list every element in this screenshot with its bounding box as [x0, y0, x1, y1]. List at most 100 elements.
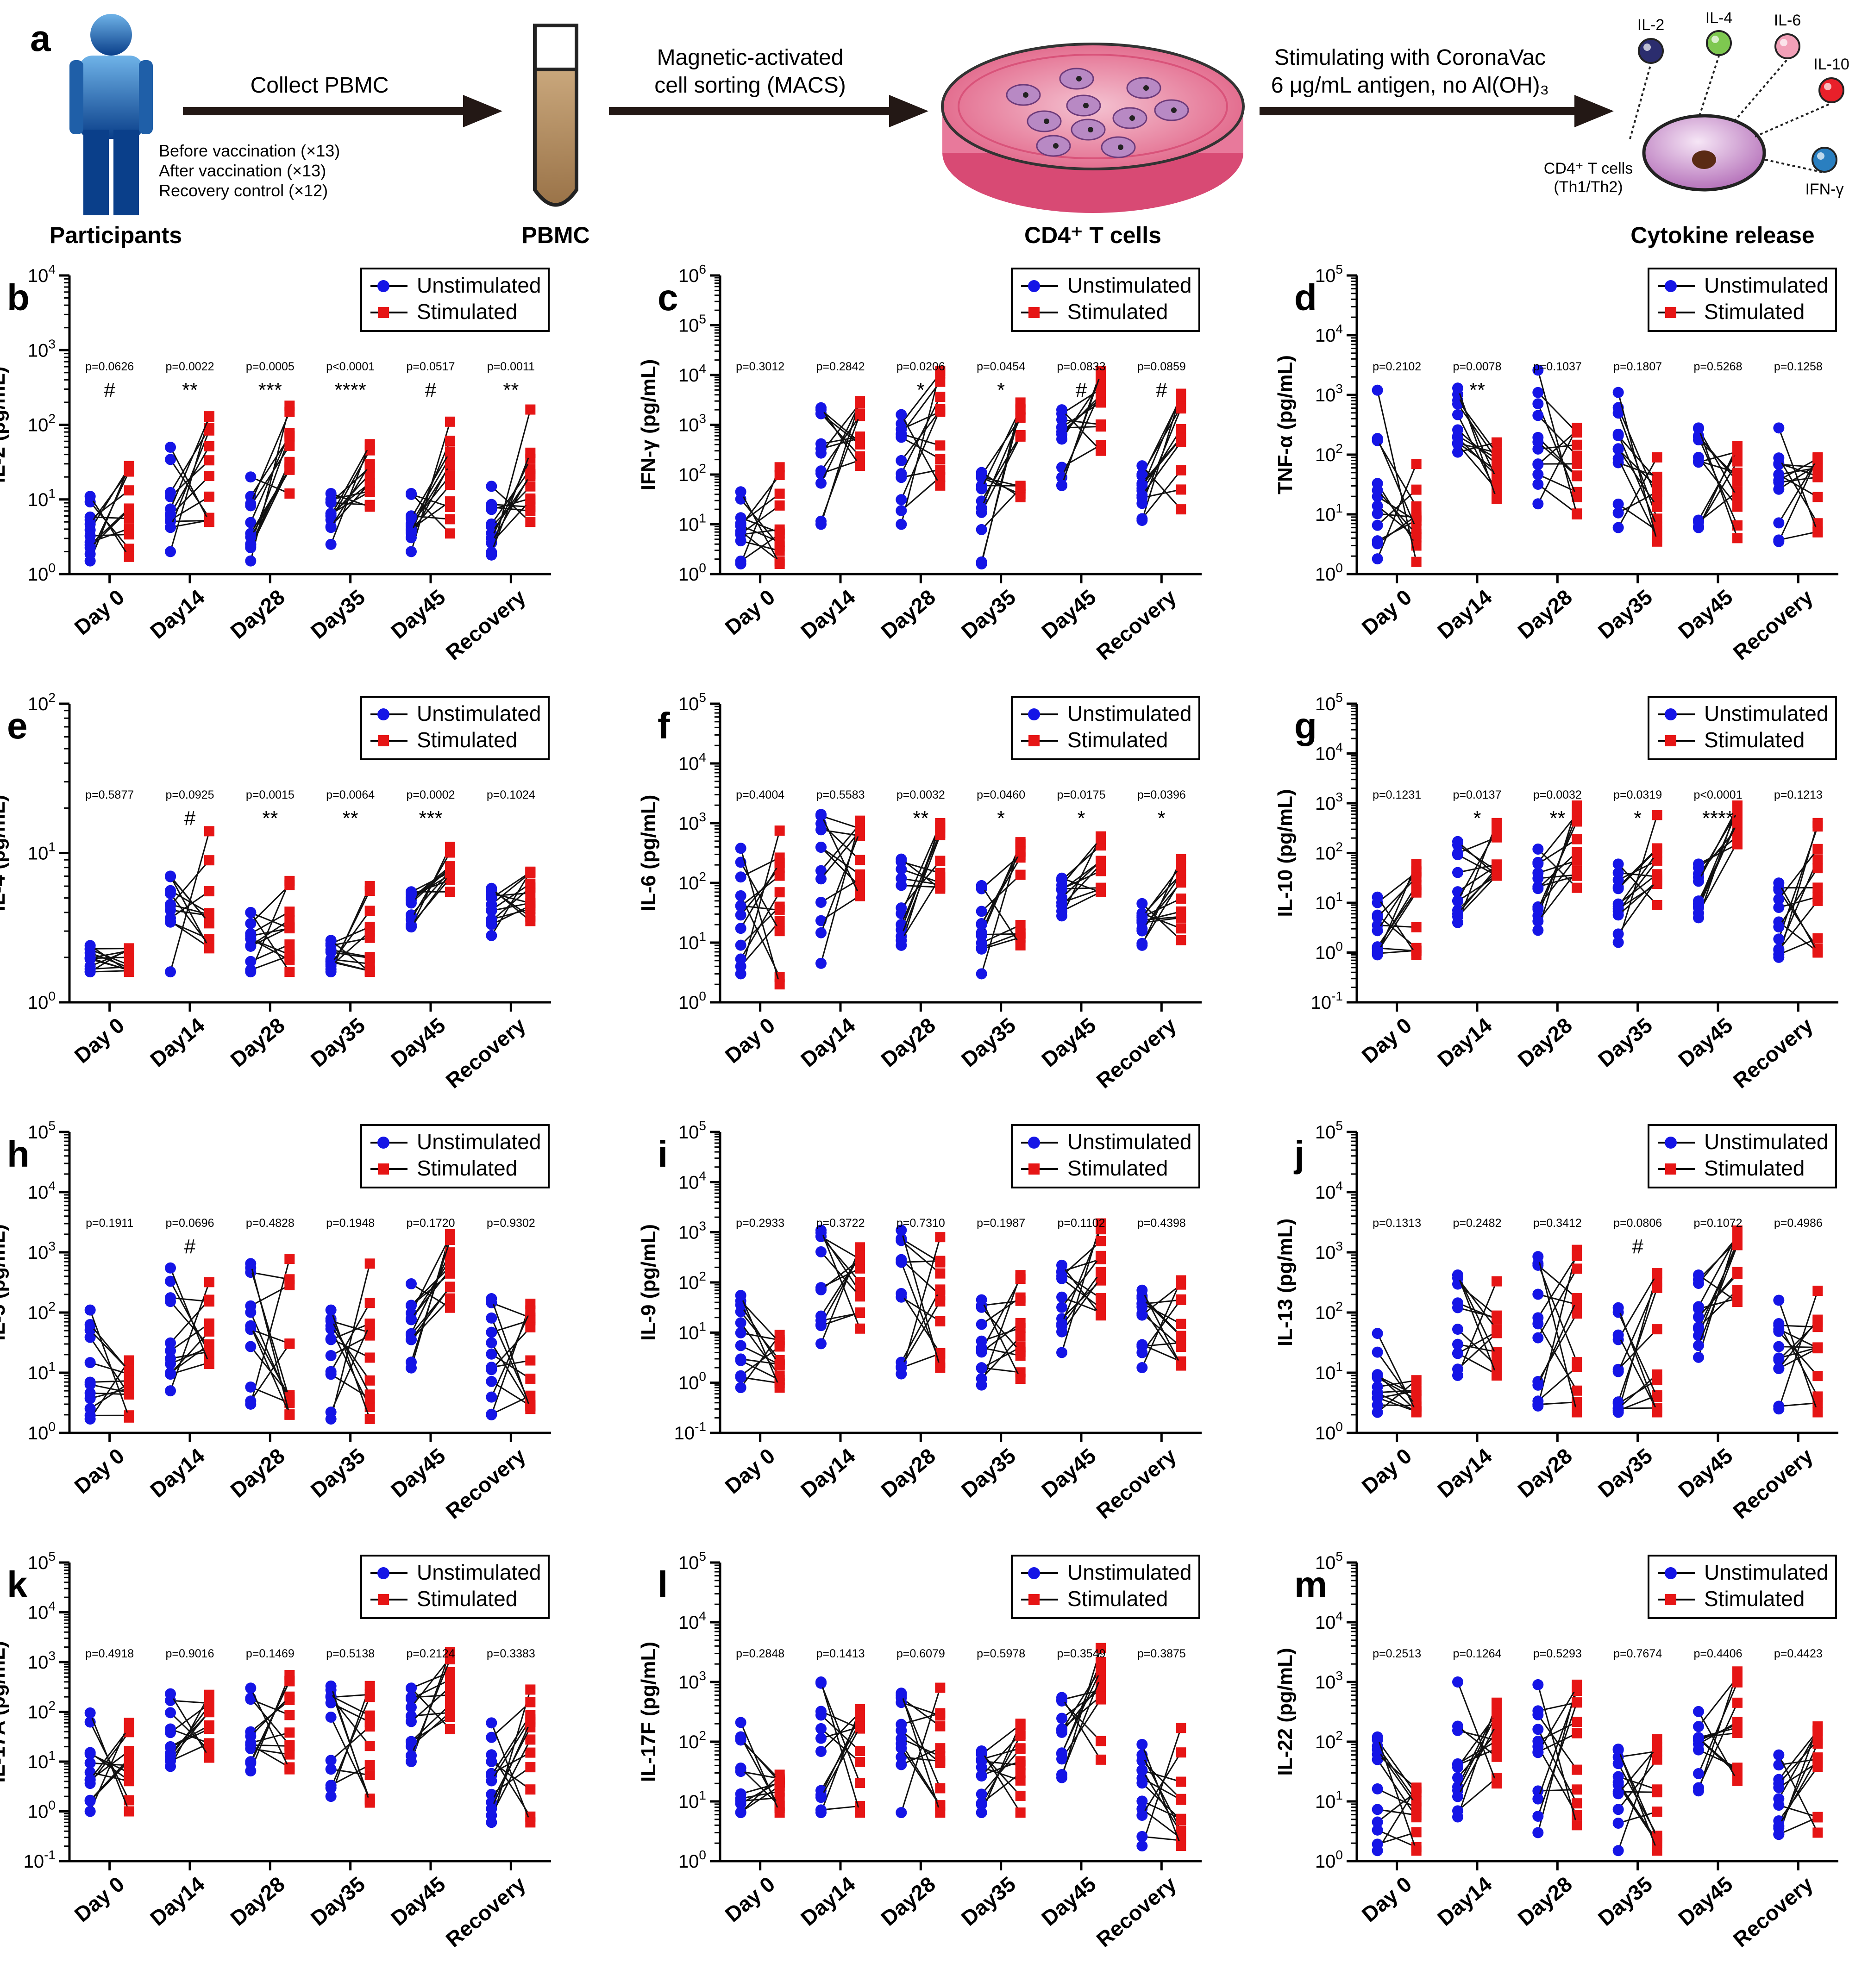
- pair-line: [981, 409, 1022, 563]
- point-unstimulated: [1532, 1785, 1544, 1797]
- point-unstimulated: [1532, 903, 1544, 915]
- legend-marker-stimulated: [1028, 1163, 1040, 1175]
- point-unstimulated: [486, 1717, 497, 1729]
- point-unstimulated: [1612, 522, 1624, 533]
- point-stimulated: [204, 425, 214, 436]
- point-stimulated: [445, 528, 455, 539]
- significance-mark: #: [184, 1235, 196, 1258]
- point-unstimulated: [245, 531, 257, 543]
- point-unstimulated: [815, 957, 827, 969]
- pair-line: [1537, 1264, 1578, 1299]
- pair-line: [491, 1319, 531, 1333]
- x-tick-label: Day28: [226, 585, 289, 644]
- pair-line: [89, 1324, 130, 1372]
- point-stimulated: [1572, 869, 1582, 880]
- pair-line: [490, 1722, 531, 1823]
- point-stimulated: [855, 1757, 865, 1767]
- point-unstimulated: [1693, 1768, 1704, 1780]
- point-unstimulated: [165, 503, 176, 515]
- legend-marker-unstimulated: [377, 708, 389, 720]
- point-unstimulated: [245, 555, 257, 567]
- point-unstimulated: [1372, 1328, 1383, 1339]
- pair-line: [1537, 1366, 1578, 1402]
- point-stimulated: [1096, 859, 1106, 870]
- p-value-label: p=0.3549: [1057, 1647, 1106, 1660]
- pair-line: [1061, 1271, 1102, 1326]
- p-value-label: p=0.0064: [326, 788, 375, 801]
- legend-label-stimulated: Stimulated: [1067, 300, 1168, 324]
- pair-line: [820, 1722, 861, 1791]
- point-unstimulated: [486, 893, 497, 904]
- point-stimulated: [445, 1302, 455, 1313]
- pair-line: [1537, 483, 1578, 514]
- point-unstimulated: [1136, 1284, 1148, 1296]
- pair-line: [1698, 807, 1738, 882]
- point-stimulated: [364, 1319, 375, 1330]
- y-tick-label: 100: [28, 1798, 56, 1822]
- point-unstimulated: [1773, 894, 1785, 905]
- point-unstimulated: [1773, 944, 1785, 956]
- pair-line: [89, 1750, 130, 1781]
- point-stimulated: [525, 888, 536, 898]
- pair-line: [90, 1392, 129, 1395]
- pair-line: [1377, 390, 1417, 562]
- x-tick-label: Day35: [1593, 1013, 1657, 1072]
- pair-line: [1141, 1752, 1182, 1816]
- point-stimulated: [1176, 1815, 1186, 1825]
- p-value-label: p=0.1072: [1694, 1217, 1743, 1230]
- point-stimulated: [774, 1786, 785, 1797]
- point-unstimulated: [165, 870, 176, 882]
- y-tick-label: 105: [28, 1119, 56, 1143]
- pair-line: [1457, 429, 1497, 465]
- pair-line: [410, 1659, 451, 1756]
- pair-line: [1617, 435, 1658, 481]
- point-unstimulated: [735, 900, 746, 912]
- point-unstimulated: [165, 1385, 176, 1397]
- pair-line: [740, 1345, 780, 1365]
- point-stimulated: [1572, 458, 1582, 469]
- pair-line: [170, 1351, 210, 1359]
- pair-line: [740, 540, 780, 552]
- pair-line: [250, 911, 290, 934]
- pair-line: [89, 1360, 130, 1419]
- point-stimulated: [1812, 1391, 1823, 1402]
- point-stimulated: [525, 867, 536, 877]
- point-stimulated: [1652, 1754, 1662, 1765]
- point-stimulated: [1572, 834, 1582, 844]
- pair-line: [1537, 1256, 1578, 1413]
- point-stimulated: [445, 1282, 455, 1292]
- y-tick-label: 101: [678, 929, 706, 953]
- point-unstimulated: [1773, 1749, 1785, 1761]
- point-unstimulated: [84, 1747, 96, 1758]
- point-stimulated: [1411, 1812, 1422, 1823]
- pair-line: [740, 1376, 780, 1384]
- point-unstimulated: [1773, 1829, 1785, 1840]
- pair-line: [250, 1688, 290, 1770]
- point-unstimulated: [165, 1292, 176, 1304]
- pair-line: [1778, 900, 1818, 951]
- point-unstimulated: [165, 487, 176, 498]
- point-stimulated: [1015, 929, 1026, 939]
- point-stimulated: [364, 1402, 375, 1413]
- x-tick-label: Day35: [957, 1444, 1020, 1502]
- point-stimulated: [1572, 816, 1582, 827]
- pair-line: [740, 525, 780, 543]
- pair-line: [1778, 1726, 1818, 1835]
- point-stimulated: [1411, 529, 1422, 540]
- p-value-label: p=0.0454: [977, 360, 1025, 373]
- point-unstimulated: [406, 1334, 417, 1345]
- point-stimulated: [364, 1770, 375, 1781]
- point-stimulated: [855, 1807, 865, 1818]
- p-value-label: p=0.1987: [977, 1217, 1025, 1230]
- pair-line: [170, 890, 210, 914]
- pair-line: [491, 883, 531, 911]
- pair-line: [1537, 415, 1578, 456]
- point-stimulated: [1096, 887, 1106, 897]
- pair-line: [250, 445, 290, 506]
- point-stimulated: [525, 506, 536, 516]
- point-unstimulated: [1773, 1363, 1785, 1374]
- point-stimulated: [124, 1412, 134, 1423]
- pair-line: [1141, 1769, 1181, 1782]
- pair-line: [820, 1232, 861, 1293]
